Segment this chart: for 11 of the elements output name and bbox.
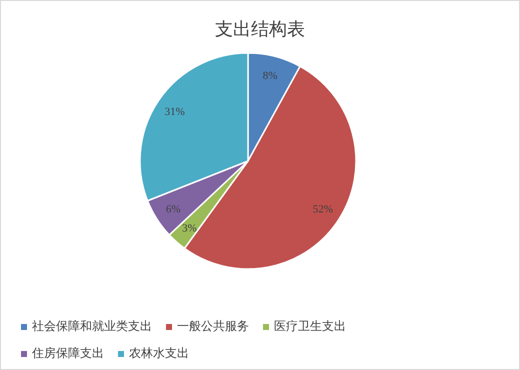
data-label: 8% (262, 70, 278, 82)
data-label: 3% (182, 222, 197, 234)
legend-label: 社会保障和就业类支出 (32, 318, 152, 335)
data-label: 6% (166, 203, 181, 216)
data-label: 31% (164, 106, 185, 118)
chart-title: 支出结构表 (214, 18, 306, 41)
legend-label: 农林水支出 (129, 345, 189, 362)
legend-label: 一般公共服务 (177, 318, 249, 335)
legend-label: 医疗卫生支出 (274, 318, 346, 335)
legend-label: 住房保障支出 (32, 345, 104, 362)
data-label: 52% (312, 203, 333, 216)
